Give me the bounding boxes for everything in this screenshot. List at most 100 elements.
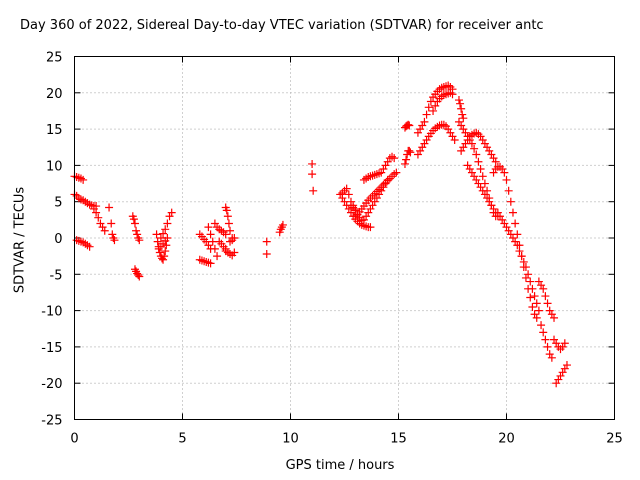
data-point <box>157 254 166 263</box>
data-point <box>478 186 487 195</box>
data-point <box>528 284 537 293</box>
data-point <box>362 212 371 221</box>
data-point <box>215 237 224 246</box>
data-point <box>379 181 388 190</box>
data-point <box>87 201 96 210</box>
data-point <box>262 249 271 258</box>
y-tick-label: 10 <box>46 159 63 174</box>
data-point <box>85 242 94 251</box>
data-point <box>491 157 500 166</box>
data-point <box>458 110 467 119</box>
data-point <box>206 230 215 239</box>
data-point <box>134 234 143 242</box>
data-point <box>154 244 163 253</box>
series-arc-d <box>89 204 109 235</box>
data-point <box>167 208 176 217</box>
data-point <box>108 230 117 239</box>
data-point <box>159 255 168 264</box>
y-tick-label: 25 <box>46 51 63 66</box>
data-point <box>226 226 235 235</box>
data-point <box>416 146 425 155</box>
series-arc-o <box>215 237 230 253</box>
data-point <box>478 172 487 181</box>
data-point <box>560 364 569 373</box>
data-point <box>195 255 204 264</box>
data-point <box>463 135 472 144</box>
y-tick-label: -25 <box>41 414 62 429</box>
data-point <box>155 248 164 257</box>
data-point <box>366 194 375 203</box>
data-point <box>204 241 213 250</box>
data-point <box>308 159 317 168</box>
data-point <box>418 143 427 152</box>
data-point <box>439 90 448 99</box>
data-point <box>476 183 485 192</box>
series-arc-ao <box>552 361 571 388</box>
data-point <box>92 208 101 217</box>
data-point <box>413 128 422 137</box>
data-point <box>338 194 347 203</box>
data-point <box>485 146 494 155</box>
data-point <box>135 272 144 281</box>
x-tick-label: 25 <box>606 432 623 447</box>
data-point <box>459 114 468 123</box>
data-point <box>206 259 215 268</box>
data-point <box>161 225 170 234</box>
data-point <box>556 371 565 380</box>
data-point <box>390 170 399 179</box>
data-point <box>446 128 455 137</box>
data-point <box>457 146 466 155</box>
data-point <box>480 139 489 148</box>
data-point <box>429 106 438 115</box>
data-point <box>388 172 397 181</box>
data-point <box>222 206 231 215</box>
data-point <box>489 204 498 213</box>
data-point <box>406 148 415 157</box>
data-point <box>493 208 502 217</box>
data-point <box>541 335 550 344</box>
x-tick-label: 15 <box>390 432 407 447</box>
data-point <box>472 128 481 137</box>
data-point <box>388 152 397 161</box>
data-point <box>489 168 498 177</box>
series-arc-g <box>130 265 144 281</box>
data-point <box>346 208 355 217</box>
data-point <box>560 339 569 348</box>
data-point <box>524 270 533 279</box>
series-arc-ai <box>463 161 502 221</box>
data-point <box>221 230 230 239</box>
data-point <box>534 277 543 286</box>
series-arc-an <box>550 335 569 354</box>
data-point <box>456 99 465 108</box>
data-point <box>502 223 511 232</box>
data-point <box>262 237 271 246</box>
series-arc-ah <box>457 128 500 166</box>
data-point <box>375 169 384 178</box>
data-point <box>422 135 431 144</box>
series-arc-aa <box>400 120 414 132</box>
data-point <box>511 219 520 228</box>
data-point <box>472 150 481 159</box>
data-point <box>96 219 105 228</box>
data-point <box>353 210 362 219</box>
data-point <box>472 175 481 184</box>
data-point <box>210 244 219 253</box>
data-point <box>130 219 139 228</box>
series-arc-m <box>204 223 222 261</box>
data-point <box>539 328 548 337</box>
data-point <box>470 144 479 153</box>
data-point <box>526 293 535 302</box>
data-point <box>383 157 392 166</box>
data-point <box>405 146 414 155</box>
data-point <box>465 165 474 174</box>
series-arc-al <box>534 277 559 322</box>
data-point <box>552 339 561 348</box>
data-point <box>133 230 142 239</box>
data-point <box>483 194 492 203</box>
data-point <box>160 252 169 261</box>
y-tick-label: -5 <box>50 268 63 283</box>
data-point <box>558 368 567 377</box>
data-point <box>457 104 466 113</box>
data-point <box>165 212 174 221</box>
y-tick-label: 15 <box>46 123 63 138</box>
